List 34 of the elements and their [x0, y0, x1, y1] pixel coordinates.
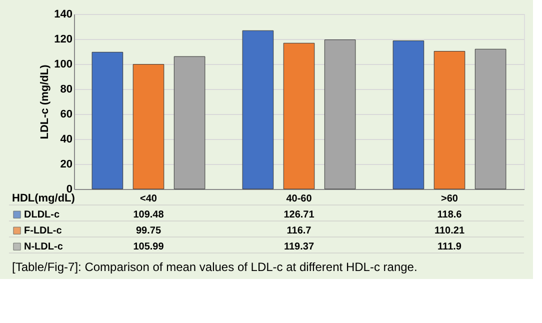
x-tick-label: >60	[441, 194, 458, 205]
data-label: 111.9	[438, 242, 462, 253]
y-tick-label: 120	[54, 34, 72, 46]
data-label: 116.7	[286, 226, 312, 237]
y-tick-label: 60	[60, 108, 72, 120]
data-label: 110.21	[434, 226, 465, 237]
bar	[283, 42, 315, 190]
y-tick-label: 140	[54, 8, 72, 20]
y-axis-title: LDL-c (mg/dL)	[39, 64, 52, 140]
legend-label: F-LDL-c	[24, 226, 62, 237]
bar	[392, 40, 424, 190]
x-tick-label: 40-60	[286, 194, 312, 205]
legend-label: DLDL-c	[24, 210, 60, 221]
bar	[174, 56, 206, 190]
bar	[242, 30, 274, 190]
data-label: 109.48	[133, 210, 164, 221]
x-axis-title: HDL(mg/dL)	[12, 192, 76, 205]
data-label: 126.71	[284, 210, 315, 221]
data-label: 99.75	[136, 226, 162, 237]
bar	[474, 48, 506, 190]
y-tick-label: 80	[60, 84, 72, 96]
y-tick-label: 20	[60, 158, 72, 170]
bar	[324, 40, 356, 190]
bar	[132, 64, 164, 190]
text: [Table/Fig-7]: Comparison of mean values of LDL-c at different HDL-c range.	[12, 260, 418, 274]
x-tick-label: <40	[140, 194, 158, 205]
data-label: 105.99	[133, 242, 164, 253]
data-label: 119.37	[284, 242, 314, 253]
legend-label: N-LDL-c	[24, 242, 64, 253]
y-tick-label: 40	[60, 134, 72, 146]
bar	[92, 52, 124, 190]
data-label: 118.6	[437, 210, 462, 221]
bar	[434, 50, 466, 190]
y-tick-label: 100	[54, 58, 72, 70]
